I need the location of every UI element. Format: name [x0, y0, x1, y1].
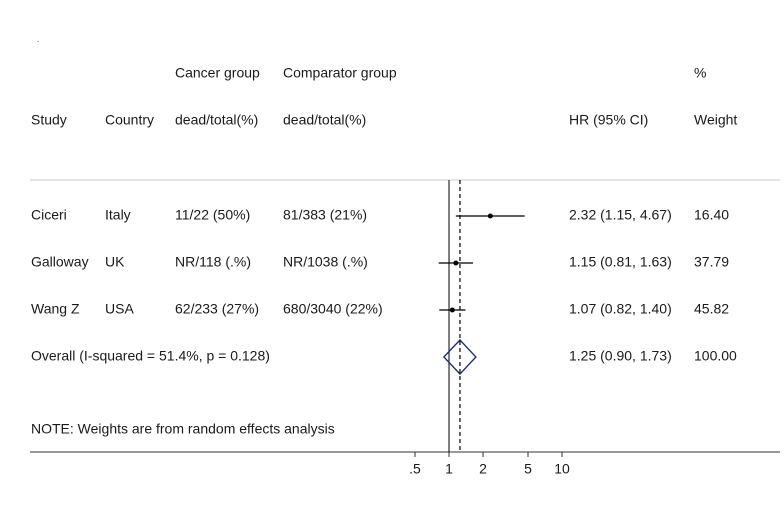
overall-label: Overall (I-squared = 51.4%, p = 0.128) — [31, 348, 270, 364]
x-tick-label: 1 — [445, 461, 453, 477]
weight: 45.82 — [694, 301, 729, 317]
header: HR (95% CI) — [569, 112, 648, 128]
header: Study — [31, 112, 67, 128]
hr-ci: 1.15 (0.81, 1.63) — [569, 254, 672, 270]
header: Country — [105, 112, 154, 128]
x-tick-label: 10 — [554, 461, 570, 477]
study-name: Ciceri — [31, 207, 67, 223]
subtitle: . — [37, 35, 39, 44]
header: Weight — [694, 112, 737, 128]
overall-diamond — [442, 339, 477, 375]
point-estimate — [453, 260, 459, 266]
weight: 100.00 — [694, 348, 737, 364]
header: % — [694, 65, 706, 81]
hr-ci: 1.07 (0.82, 1.40) — [569, 301, 672, 317]
header: Cancer group — [175, 65, 260, 81]
comparator-count: NR/1038 (.%) — [283, 254, 368, 270]
study-name: Galloway — [31, 254, 89, 270]
x-tick-label: 2 — [479, 461, 487, 477]
note: NOTE: Weights are from random effects an… — [31, 421, 335, 437]
x-tick-label: 5 — [524, 461, 532, 477]
study-name: Wang Z — [31, 301, 80, 317]
country: Italy — [105, 207, 131, 223]
hr-ci: 1.25 (0.90, 1.73) — [569, 348, 672, 364]
comparator-count: 680/3040 (22%) — [283, 301, 383, 317]
header: Comparator group — [283, 65, 397, 81]
hr-ci: 2.32 (1.15, 4.67) — [569, 207, 672, 223]
point-estimate — [449, 307, 455, 313]
point-estimate — [487, 213, 493, 219]
header: dead/total(%) — [283, 112, 366, 128]
header: dead/total(%) — [175, 112, 258, 128]
cancer-count: NR/118 (.%) — [175, 254, 251, 270]
cancer-count: 11/22 (50%) — [175, 207, 250, 223]
weight: 37.79 — [694, 254, 729, 270]
comparator-count: 81/383 (21%) — [283, 207, 367, 223]
cancer-count: 62/233 (27%) — [175, 301, 259, 317]
x-tick-label: .5 — [409, 461, 421, 477]
country: USA — [105, 301, 134, 317]
country: UK — [105, 254, 125, 270]
weight: 16.40 — [694, 207, 729, 223]
